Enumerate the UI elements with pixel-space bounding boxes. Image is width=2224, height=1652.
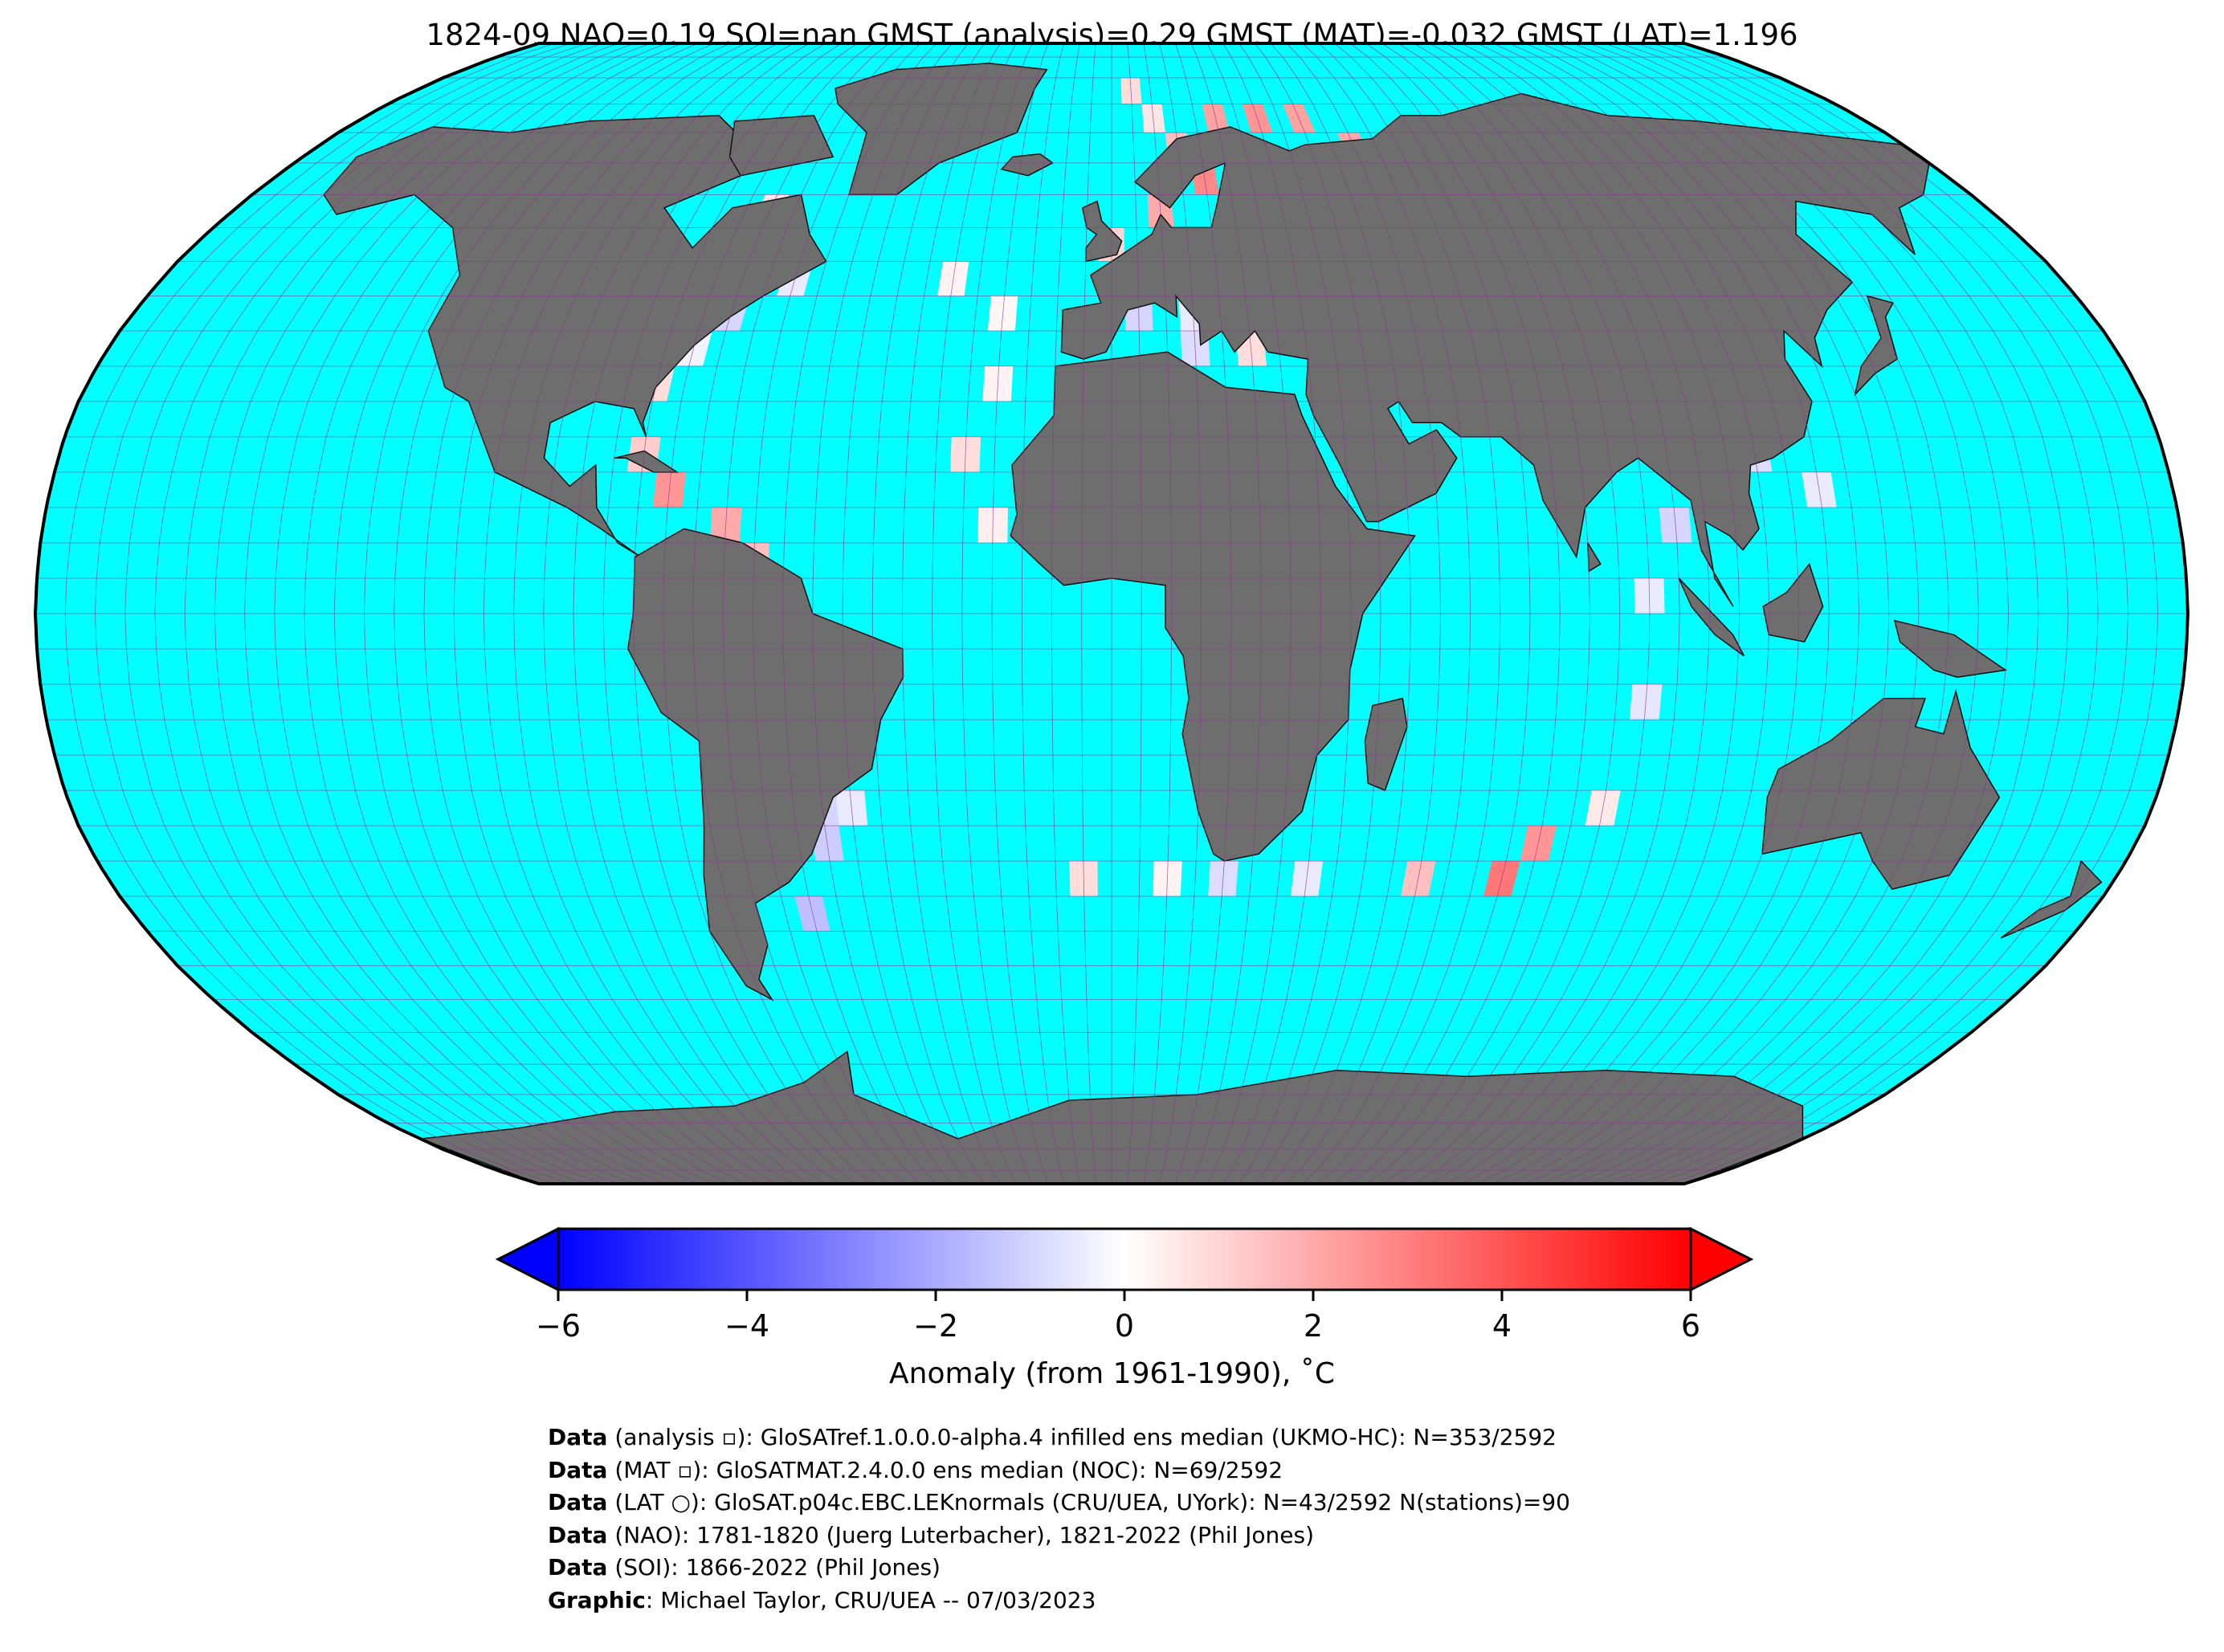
anomaly-cell — [1141, 104, 1165, 133]
colorbar-tick-label: −6 — [536, 1308, 581, 1344]
colorbar-tick-label: 0 — [1115, 1308, 1134, 1344]
land-north-america — [323, 115, 827, 558]
colorbar-low-extension — [495, 1226, 560, 1292]
anomaly-cell — [1242, 104, 1273, 133]
credit-line-mat: Data (MAT ▫): GloSATMAT.2.4.0.0 ens medi… — [548, 1456, 1283, 1483]
colorbar-label: Anomaly (from 1961-1990), ˚C — [889, 1357, 1335, 1390]
credit-line-soi: Data (SOI): 1866-2022 (Phil Jones) — [548, 1554, 941, 1581]
colorbar-tick-label: −4 — [724, 1308, 769, 1344]
credit-line-nao: Data (NAO): 1781-1820 (Juerg Luterbacher… — [548, 1521, 1315, 1548]
colorbar-tick-label: 6 — [1681, 1308, 1700, 1344]
credit-line-analysis: Data (analysis ▫): GloSATref.1.0.0.0-alp… — [548, 1424, 1557, 1450]
colorbar-ticks: −6 −4 −2 0 2 4 6 — [536, 1290, 1700, 1344]
colorbar-gradient — [557, 1227, 1692, 1291]
map-svg — [33, 42, 2190, 1185]
colorbar-svg: −6 −4 −2 0 2 4 6 — [495, 1226, 1754, 1344]
credit-line-lat: Data (LAT ○): GloSAT.p04c.EBC.LEKnormals… — [548, 1489, 1570, 1515]
colorbar-tick-label: −2 — [913, 1308, 958, 1344]
credit-line-graphic: Graphic: Michael Taylor, CRU/UEA -- 07/0… — [548, 1586, 1096, 1613]
map — [33, 42, 2190, 1185]
map-border — [33, 42, 2190, 1185]
anomaly-cell — [1202, 104, 1230, 133]
land-sumatra — [1678, 577, 1745, 657]
anomaly-cell — [1120, 78, 1142, 104]
land-iceland — [1000, 153, 1054, 177]
colorbar-tick-label: 2 — [1304, 1308, 1323, 1344]
anomaly-cell — [1283, 104, 1316, 133]
graticule — [35, 43, 2188, 1184]
credits: Data (analysis ▫): GloSATref.1.0.0.0-alp… — [548, 1422, 1570, 1617]
colorbar-high-extension — [1689, 1226, 1754, 1292]
colorbar: −6 −4 −2 0 2 4 6 — [482, 1221, 1767, 1381]
colorbar-tick-label: 4 — [1492, 1308, 1512, 1344]
